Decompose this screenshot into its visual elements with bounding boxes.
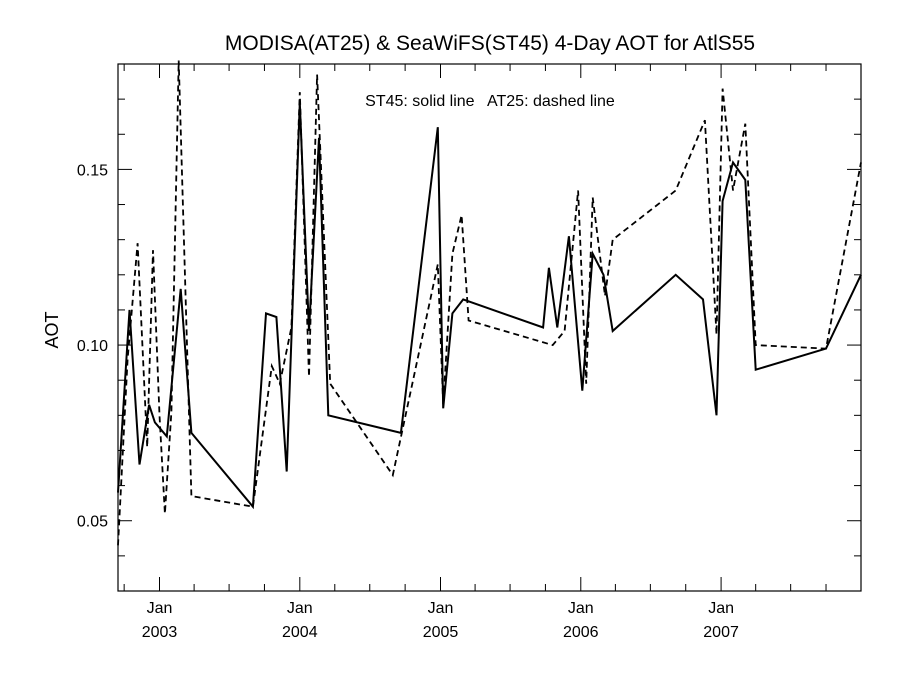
x-tick-month-label: Jan (287, 600, 313, 617)
x-tick-year-label: 2004 (282, 624, 318, 641)
plot-frame (117, 63, 862, 592)
x-tick-month-label: Jan (147, 600, 173, 617)
series-layer (117, 60, 862, 546)
y-tick-label: 0.15 (77, 162, 108, 179)
y-tick-label: 0.10 (77, 338, 108, 355)
x-tick-month-label: Jan (708, 600, 734, 617)
series-line-at25 (117, 60, 862, 546)
y-axis-label: AOT (42, 311, 62, 348)
y-tick-labels: 0.05 0.10 0.15 (77, 162, 108, 530)
axis-ticks (118, 63, 861, 592)
x-tick-month-label: Jan (568, 600, 594, 617)
x-tick-month-label: Jan (428, 600, 454, 617)
x-tick-year-label: 2006 (563, 624, 599, 641)
x-tick-year-label: 2007 (703, 624, 739, 641)
series-line-st45 (117, 102, 862, 510)
x-tick-labels: Jan 2003 Jan 2004 Jan 2005 Jan 2006 Jan 2007 (142, 600, 739, 641)
x-tick-year-label: 2003 (142, 624, 178, 641)
series-annotation: ST45: solid line AT25: dashed line (365, 93, 615, 110)
x-tick-year-label: 2005 (423, 624, 459, 641)
y-tick-label: 0.05 (77, 514, 108, 531)
chart-title: MODISA(AT25) & SeaWiFS(ST45) 4-Day AOT f… (225, 32, 755, 55)
